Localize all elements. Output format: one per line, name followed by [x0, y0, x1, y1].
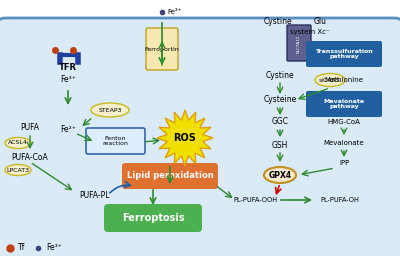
Text: PL-PUFA-OOH: PL-PUFA-OOH	[233, 197, 277, 203]
FancyBboxPatch shape	[86, 128, 145, 154]
Text: Lipid peroxidation: Lipid peroxidation	[127, 172, 213, 180]
Text: Methionine: Methionine	[324, 77, 364, 83]
Text: ACSL4: ACSL4	[8, 141, 28, 145]
Text: Fe³⁺: Fe³⁺	[46, 243, 62, 252]
Text: GGC: GGC	[272, 118, 288, 126]
Text: SLC7A11: SLC7A11	[297, 35, 301, 53]
FancyBboxPatch shape	[146, 28, 178, 70]
Text: HMG-CoA: HMG-CoA	[328, 119, 360, 125]
Text: Ferroportin: Ferroportin	[145, 47, 179, 51]
Text: Cystine: Cystine	[266, 70, 294, 80]
Ellipse shape	[5, 137, 31, 148]
Text: Transsulfuration
pathway: Transsulfuration pathway	[315, 49, 373, 59]
Text: Cystine: Cystine	[264, 17, 292, 27]
FancyBboxPatch shape	[287, 25, 311, 61]
FancyBboxPatch shape	[306, 41, 382, 67]
Text: GSH: GSH	[272, 141, 288, 150]
Text: Ferroptosis: Ferroptosis	[122, 213, 184, 223]
Ellipse shape	[5, 165, 31, 176]
Text: GPX4: GPX4	[268, 170, 292, 179]
Polygon shape	[157, 110, 213, 166]
Text: Cysteine: Cysteine	[263, 95, 297, 104]
Ellipse shape	[264, 167, 296, 183]
Text: TFR: TFR	[59, 63, 77, 72]
Ellipse shape	[91, 103, 129, 117]
FancyBboxPatch shape	[0, 18, 400, 256]
Text: Fe²⁺: Fe²⁺	[60, 125, 76, 134]
Text: STEAP3: STEAP3	[98, 108, 122, 112]
Text: Glu: Glu	[314, 17, 326, 27]
Text: Mevalonate
pathway: Mevalonate pathway	[324, 99, 364, 109]
Text: Tf: Tf	[18, 243, 25, 252]
FancyBboxPatch shape	[122, 163, 218, 189]
Text: PL-PUFA-OH: PL-PUFA-OH	[320, 197, 360, 203]
Text: siCARS: siCARS	[319, 78, 341, 82]
Text: PUFA-CoA: PUFA-CoA	[12, 154, 48, 163]
Text: Fenton
reaction: Fenton reaction	[102, 136, 128, 146]
Text: Fe³⁺: Fe³⁺	[167, 9, 181, 15]
FancyBboxPatch shape	[104, 204, 202, 232]
Text: IPP: IPP	[339, 160, 349, 166]
Ellipse shape	[315, 73, 345, 87]
Text: ROS: ROS	[174, 133, 196, 143]
Text: PUFA-PL: PUFA-PL	[80, 190, 110, 199]
Text: LPCAT3: LPCAT3	[6, 167, 30, 173]
Text: system Xc⁻: system Xc⁻	[290, 29, 330, 35]
Text: Fe³⁺: Fe³⁺	[60, 76, 76, 84]
FancyBboxPatch shape	[306, 91, 382, 117]
Text: PUFA: PUFA	[20, 123, 40, 133]
Text: Mevalonate: Mevalonate	[324, 140, 364, 146]
